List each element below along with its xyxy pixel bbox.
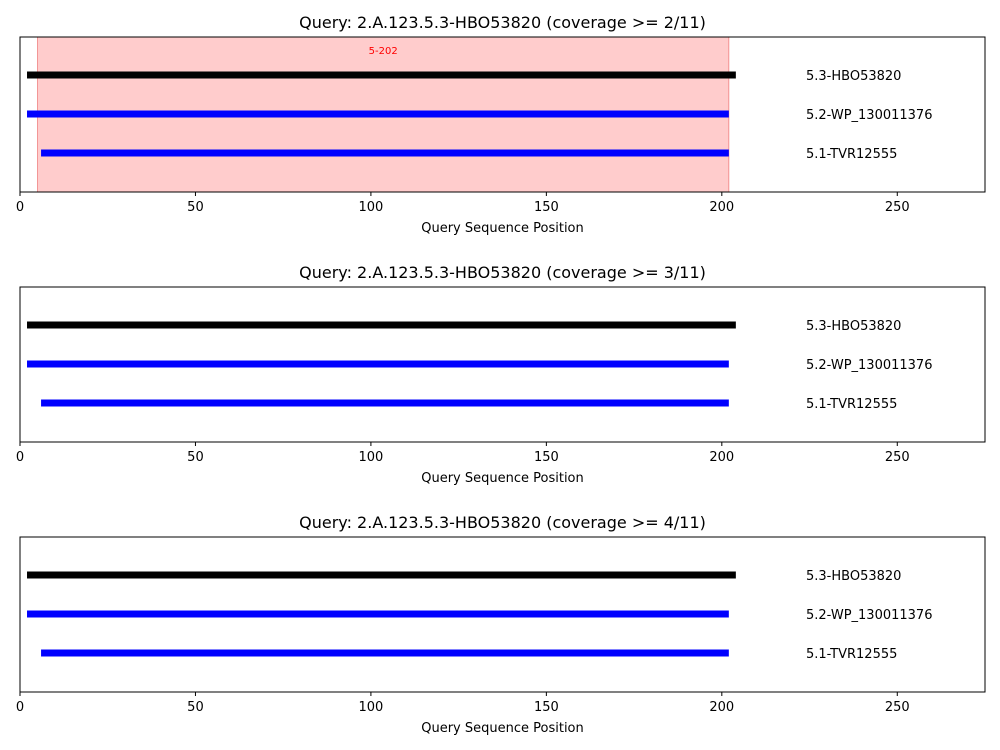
- chart-title: Query: 2.A.123.5.3-HBO53820 (coverage >=…: [299, 13, 706, 32]
- plot-frame: [19, 536, 986, 693]
- plot-frame: [19, 36, 986, 193]
- series-label: 5.1-TVR12555: [806, 397, 897, 412]
- chart-title: Query: 2.A.123.5.3-HBO53820 (coverage >=…: [299, 513, 706, 532]
- x-tick-label: 150: [534, 450, 559, 465]
- x-tick-label: 200: [709, 200, 734, 215]
- series-label: 5.1-TVR12555: [806, 147, 897, 162]
- series-label: 5.1-TVR12555: [806, 647, 897, 662]
- x-tick-label: 100: [358, 200, 383, 215]
- series-label: 5.2-WP_130011376: [806, 608, 932, 623]
- series-label: 5.2-WP_130011376: [806, 358, 932, 373]
- x-axis-label: Query Sequence Position: [421, 471, 584, 486]
- x-tick-label: 50: [187, 700, 204, 715]
- series-label: 5.3-HBO53820: [806, 319, 901, 334]
- x-tick-label: 0: [16, 450, 24, 465]
- series-label: 5.3-HBO53820: [806, 69, 901, 84]
- highlight-label: 5-202: [369, 46, 398, 57]
- x-tick-label: 150: [534, 200, 559, 215]
- chart-title: Query: 2.A.123.5.3-HBO53820 (coverage >=…: [299, 263, 706, 282]
- x-tick-label: 200: [709, 700, 734, 715]
- chart-panel-2: Query: 2.A.123.5.3-HBO53820 (coverage >=…: [16, 263, 986, 486]
- chart-panel-1: Query: 2.A.123.5.3-HBO53820 (coverage >=…: [16, 13, 986, 236]
- x-axis-label: Query Sequence Position: [421, 221, 584, 236]
- chart-panel-3: Query: 2.A.123.5.3-HBO53820 (coverage >=…: [16, 513, 986, 736]
- x-tick-label: 200: [709, 450, 734, 465]
- x-tick-label: 0: [16, 200, 24, 215]
- x-axis-label: Query Sequence Position: [421, 721, 584, 736]
- x-tick-label: 150: [534, 700, 559, 715]
- x-tick-label: 50: [187, 450, 204, 465]
- series-label: 5.2-WP_130011376: [806, 108, 932, 123]
- x-tick-label: 100: [358, 450, 383, 465]
- x-tick-label: 0: [16, 700, 24, 715]
- x-tick-label: 50: [187, 200, 204, 215]
- plot-frame: [19, 286, 986, 443]
- x-tick-label: 250: [885, 200, 910, 215]
- series-label: 5.3-HBO53820: [806, 569, 901, 584]
- x-tick-label: 250: [885, 700, 910, 715]
- x-tick-label: 250: [885, 450, 910, 465]
- x-tick-label: 100: [358, 700, 383, 715]
